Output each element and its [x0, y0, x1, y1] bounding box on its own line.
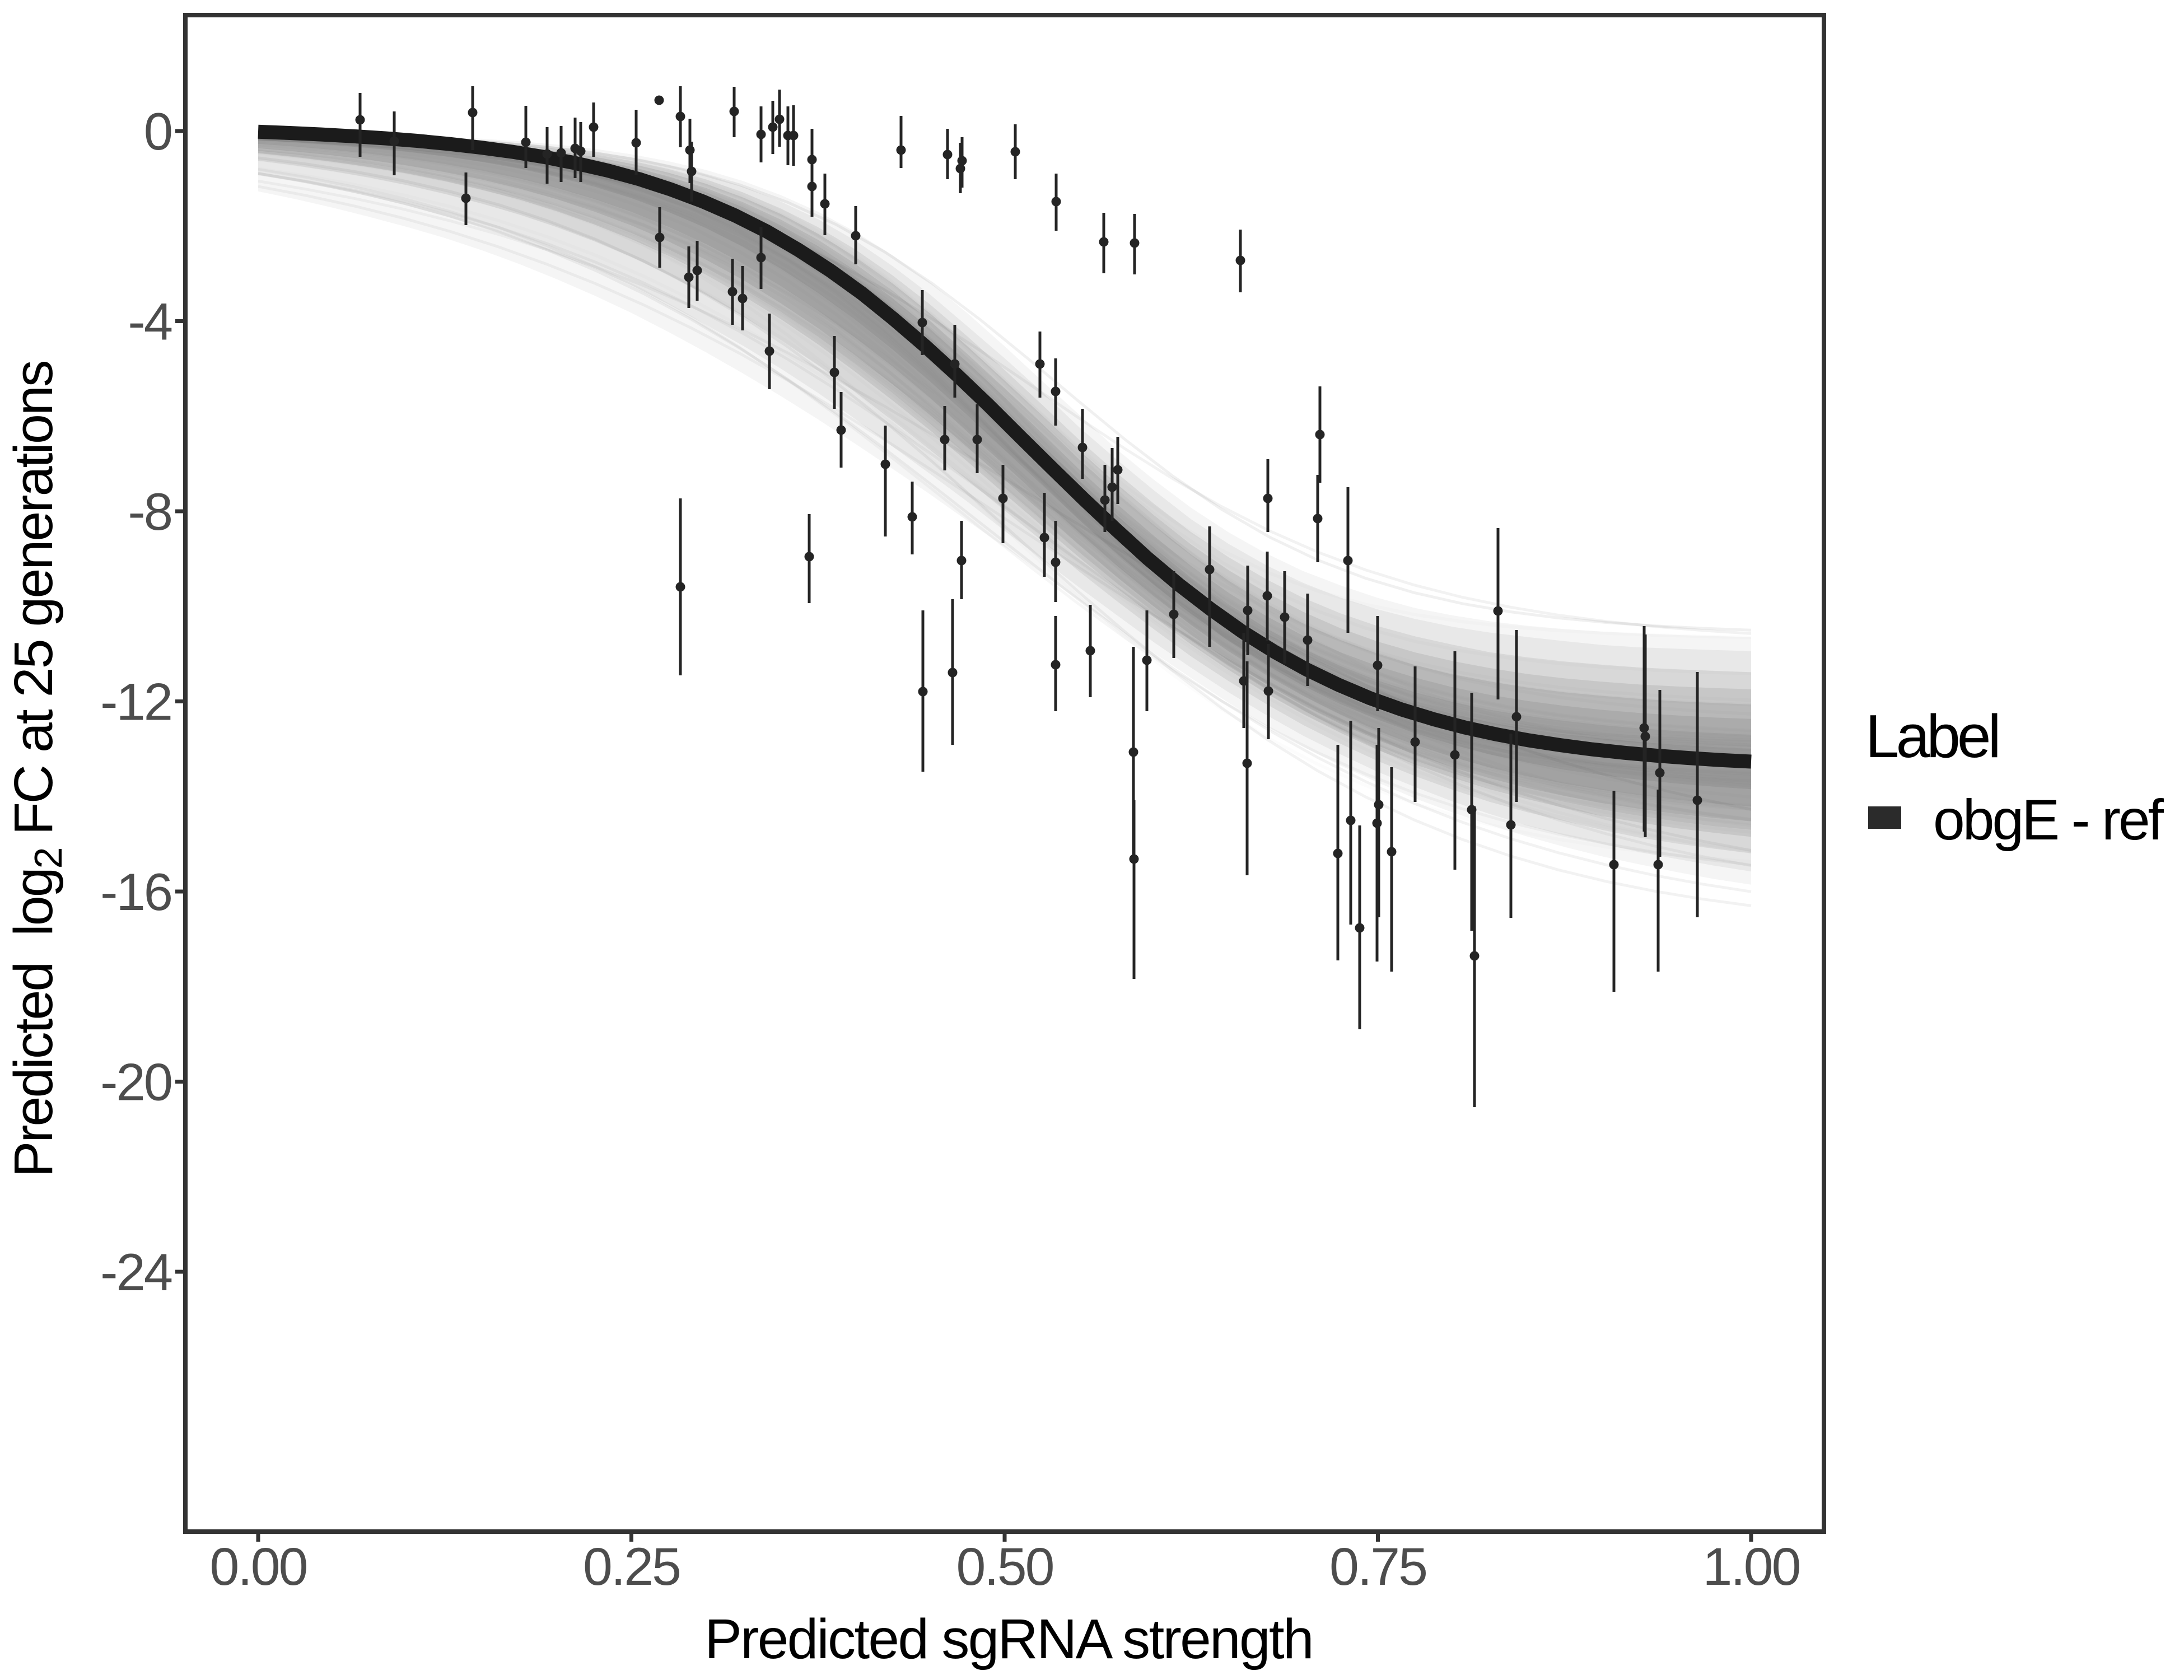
svg-text:-16: -16 [100, 862, 171, 921]
svg-text:-8: -8 [128, 482, 171, 541]
svg-text:0.00: 0.00 [210, 1537, 307, 1597]
svg-text:-24: -24 [100, 1243, 172, 1301]
svg-text:0.75: 0.75 [1329, 1537, 1426, 1597]
svg-text:Predicted sgRNA strength: Predicted sgRNA strength [704, 1608, 1313, 1670]
svg-text:Label: Label [1865, 702, 1998, 771]
svg-text:1.00: 1.00 [1703, 1537, 1800, 1597]
svg-text:-20: -20 [100, 1053, 171, 1112]
svg-text:obgE - ref: obgE - ref [1933, 788, 2164, 852]
svg-text:0: 0 [144, 102, 171, 161]
svg-text:-4: -4 [128, 292, 171, 351]
svg-text:0.25: 0.25 [583, 1537, 680, 1597]
svg-text:0.50: 0.50 [956, 1537, 1053, 1597]
svg-text:Predicted log2 FC at 25 gener: Predicted log2 FC at 25 generations [3, 362, 70, 1178]
svg-text:-12: -12 [100, 673, 171, 731]
